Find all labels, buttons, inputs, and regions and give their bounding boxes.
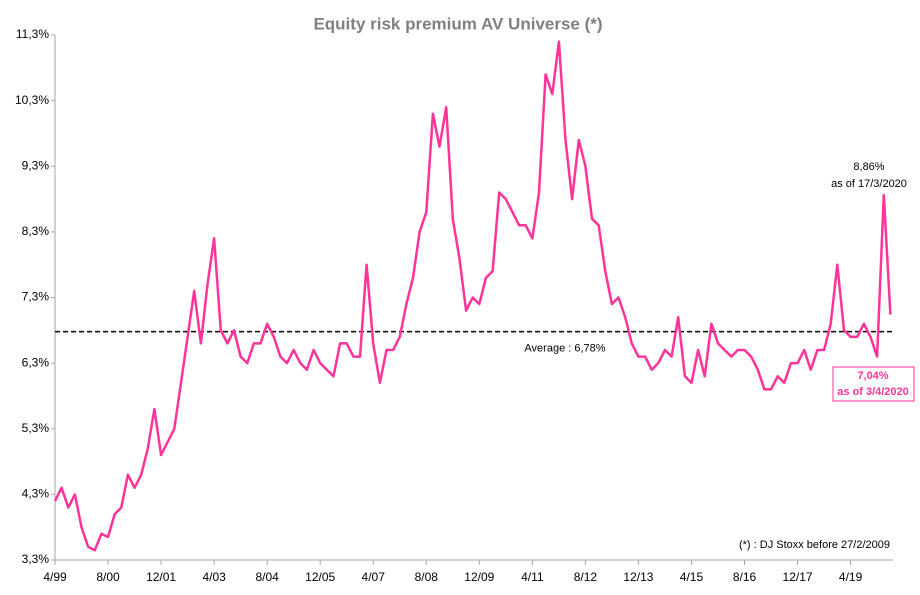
x-tick-label: 4/99 bbox=[43, 570, 67, 584]
x-tick-label: 4/19 bbox=[839, 570, 863, 584]
value-label: 7,04% bbox=[857, 370, 888, 382]
annotation: as of 17/3/2020 bbox=[831, 178, 907, 190]
x-tick-label: 8/04 bbox=[255, 570, 279, 584]
x-tick-label: 12/13 bbox=[623, 570, 653, 584]
x-tick-label: 8/16 bbox=[733, 570, 757, 584]
footnote: (*) : DJ Stoxx before 27/2/2009 bbox=[739, 539, 890, 551]
y-tick-label: 6,3% bbox=[22, 355, 50, 369]
x-tick-label: 8/00 bbox=[96, 570, 120, 584]
x-tick-label: 12/09 bbox=[464, 570, 494, 584]
x-tick-label: 12/05 bbox=[305, 570, 335, 584]
x-tick-label: 4/07 bbox=[362, 570, 386, 584]
x-tick-label: 12/17 bbox=[783, 570, 813, 584]
chart-title: Equity risk premium AV Universe (*) bbox=[313, 14, 602, 33]
value-label: 8,86% bbox=[853, 161, 884, 173]
line-series bbox=[53, 40, 892, 552]
y-tick-label: 8,3% bbox=[22, 224, 50, 238]
x-tick-label: 12/01 bbox=[146, 570, 176, 584]
y-tick-label: 9,3% bbox=[22, 158, 50, 172]
y-tick-label: 5,3% bbox=[22, 421, 50, 435]
annotation: as of 3/4/2020 bbox=[837, 386, 909, 398]
average-label: Average : 6,78% bbox=[524, 343, 605, 355]
y-tick-label: 11,3% bbox=[16, 27, 49, 41]
y-tick-label: 10,3% bbox=[15, 93, 49, 107]
x-tick-label: 8/12 bbox=[574, 570, 598, 584]
x-tick-label: 4/03 bbox=[202, 570, 226, 584]
y-tick-label: 4,3% bbox=[22, 487, 50, 501]
annotation-box bbox=[832, 366, 915, 402]
x-tick-label: 4/15 bbox=[680, 570, 704, 584]
x-tick-label: 8/08 bbox=[415, 570, 439, 584]
x-tick-label: 4/11 bbox=[521, 570, 544, 584]
y-tick-label: 3,3% bbox=[22, 552, 50, 566]
y-tick-label: 7,3% bbox=[22, 290, 50, 304]
